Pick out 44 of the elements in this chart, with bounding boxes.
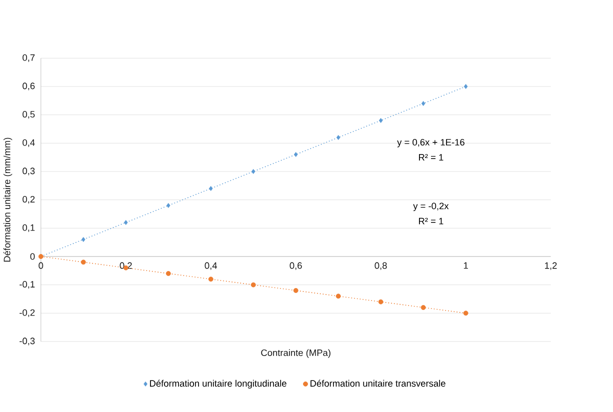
annotation: y = 0,6x + 1E-16: [397, 139, 464, 148]
annotation: y = -0,2x: [413, 202, 449, 212]
y-tick-label: 0: [30, 253, 35, 260]
legend-label: Déformation unitaire transversale: [310, 380, 446, 387]
point: [421, 101, 426, 106]
point: [251, 169, 256, 174]
point: [420, 305, 426, 310]
annotation: R² = 1: [419, 154, 444, 161]
point: [80, 260, 86, 265]
legend-label: Déformation unitaire longitudinale: [150, 380, 286, 389]
point: [464, 84, 468, 90]
point: [378, 300, 384, 305]
y-tick-label: 0,1: [22, 224, 35, 232]
y-tick-label: 0,4: [22, 140, 35, 148]
point: [293, 288, 298, 294]
y-tick-label: 0,7: [22, 54, 35, 62]
point: [81, 237, 86, 242]
point: [124, 220, 128, 226]
point: [378, 118, 383, 124]
x-tick-label: 1: [464, 262, 468, 269]
x-tick-label: 0,6: [290, 262, 302, 270]
point: [294, 152, 298, 158]
y-tick-label: 0,5: [22, 111, 35, 119]
y-tick-label: 0,3: [22, 168, 35, 176]
point: [208, 276, 214, 282]
point: [166, 271, 171, 276]
point: [166, 203, 170, 208]
y-tick-label: -0,1: [20, 281, 35, 289]
point: [463, 310, 468, 316]
y-tick-label: -0,2: [20, 310, 35, 318]
y-tick-label: -0,3: [20, 338, 35, 346]
annotation: R² = 1: [419, 218, 444, 224]
point: [208, 186, 213, 192]
point: [250, 282, 256, 288]
x-tick-label: 0,4: [204, 262, 217, 270]
x-axis-title: Contrainte (MPa): [261, 349, 330, 358]
x-tick-label: 1,2: [545, 262, 557, 270]
y-tick-label: 0,2: [22, 196, 35, 204]
x-tick-label: 0,8: [374, 262, 387, 270]
x-tick-label: 0: [38, 262, 44, 270]
y-axis-title: Déformation unitaire (mm/mm): [3, 138, 12, 262]
y-tick-label: 0,6: [22, 82, 35, 91]
point: [336, 294, 341, 299]
point: [336, 135, 340, 140]
